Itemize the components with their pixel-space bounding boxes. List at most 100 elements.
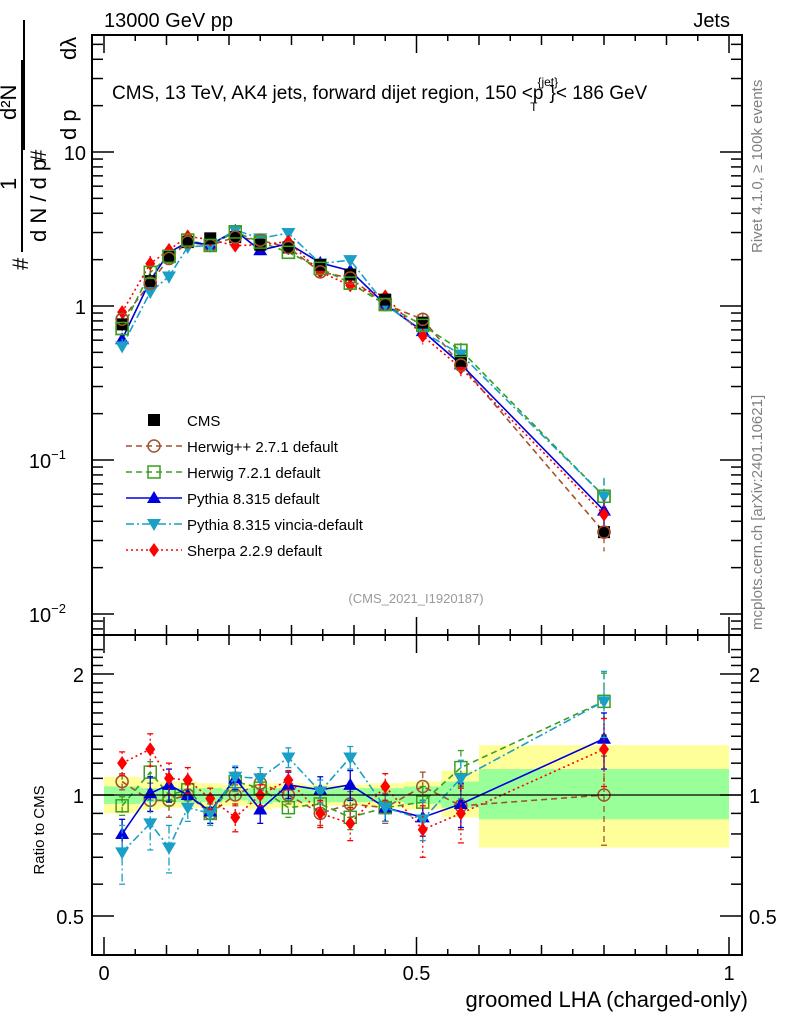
marker-triangle-down	[115, 847, 130, 860]
marker-triangle-down	[203, 808, 218, 821]
legend-label: Pythia 8.315 vincia-default	[187, 517, 364, 534]
series-layer	[115, 223, 611, 885]
marker-triangle-up	[147, 491, 161, 503]
marker-diamond	[599, 742, 609, 757]
marker-open-square	[115, 799, 129, 813]
marker-open-square	[343, 276, 357, 290]
marker-diamond	[417, 328, 428, 343]
marker-open-square	[281, 245, 296, 260]
header-right: Jets	[693, 10, 730, 32]
marker-open-circle	[597, 525, 611, 539]
x-tick-label: 1	[723, 963, 734, 985]
marker-diamond	[345, 816, 356, 831]
y-axis-label: # 1 d N / d p # d²N d p dλ	[0, 20, 81, 270]
marker-diamond	[182, 772, 193, 787]
marker-triangle-down	[228, 771, 243, 784]
mcplots-label: mcplots.cern.ch [arXiv:2401.10621]	[749, 395, 766, 630]
series-line-ratio	[121, 700, 605, 853]
marker-open-square	[115, 321, 129, 336]
header-left: 13000 GeV pp	[104, 10, 233, 32]
marker-diamond	[145, 742, 156, 757]
marker-triangle-down	[253, 773, 268, 786]
ratio-tick-label-right: 2	[749, 665, 760, 687]
legend-item	[126, 491, 182, 503]
marker-diamond	[117, 305, 128, 320]
marker-open-circle	[147, 439, 161, 453]
ratio-tick-label-left: 1	[73, 786, 84, 808]
series-line-main	[121, 229, 605, 497]
ratio-tick-label-right: 1	[749, 786, 760, 808]
marker-triangle-down	[180, 802, 195, 815]
series-cms-data	[115, 225, 611, 539]
marker-diamond	[283, 772, 294, 787]
legend-item	[126, 465, 182, 479]
series-line-main	[121, 236, 605, 533]
ratio-y-label: Ratio to CMS	[31, 785, 48, 874]
marker-triangle-down	[313, 786, 328, 799]
x-axis-label: groomed LHA (charged-only)	[466, 987, 748, 1012]
legend-label: CMS	[187, 413, 220, 430]
marker-triangle-up	[253, 802, 268, 815]
marker-open-square	[228, 225, 242, 239]
plot-title: CMS, 13 TeV, AK4 jets, forward dijet reg…	[112, 75, 648, 114]
marker-open-square	[181, 233, 195, 247]
marker-open-square	[253, 235, 267, 249]
ylabel-hash2: #	[26, 149, 51, 162]
analysis-tag: (CMS_2021_I1920187)	[348, 591, 483, 606]
marker-open-circle	[454, 358, 468, 372]
marker-triangle-down	[281, 752, 296, 765]
data-point	[454, 354, 467, 367]
ylabel-hash1: #	[8, 257, 33, 270]
y-tick-label: 1	[75, 297, 86, 319]
marker-open-square	[597, 489, 611, 504]
marker-open-circle	[115, 312, 129, 326]
marker-open-circle	[143, 276, 157, 290]
marker-diamond	[117, 756, 128, 771]
data-point	[282, 241, 295, 254]
y-tick-exponent: −1	[51, 447, 66, 462]
data-point	[181, 236, 194, 249]
data-point	[204, 232, 217, 245]
legend: CMS Herwig++ 2.7.1 default Herwig 7.2.1 de…	[126, 413, 364, 560]
marker-open-square	[313, 261, 327, 276]
data-point	[598, 526, 610, 539]
marker-diamond	[380, 779, 391, 794]
marker-triangle-down	[415, 814, 430, 827]
plot-title-sup: {jet}	[537, 75, 558, 89]
data-point	[116, 318, 129, 331]
rivet-label: Rivet 4.1.0, ≥ 100k events	[749, 80, 766, 253]
marker-triangle-down	[143, 818, 158, 831]
marker-open-square	[143, 265, 157, 280]
legend-item	[126, 439, 182, 453]
marker-triangle-down	[147, 519, 161, 531]
marker-triangle-down	[597, 491, 611, 504]
marker-open-square	[162, 249, 176, 264]
legend-item	[126, 543, 182, 557]
marker-triangle-up	[453, 796, 468, 809]
legend-label: Sherpa 2.2.9 default	[187, 543, 323, 560]
marker-triangle-down	[453, 773, 468, 786]
tick-labels: 0 0.5 1 10 1 10−1 10−2 2 2 1 1 0.5 0.5	[29, 143, 777, 985]
series-line-main	[121, 231, 605, 497]
marker-diamond	[149, 543, 159, 557]
data-point	[229, 231, 242, 244]
data-point	[314, 258, 327, 271]
marker-diamond	[230, 810, 241, 825]
marker-triangle-up	[343, 777, 358, 790]
marker-triangle-down	[162, 271, 176, 284]
plot-title-sub: T	[530, 100, 538, 114]
marker-open-square	[416, 318, 430, 333]
marker-diamond	[417, 822, 428, 837]
marker-diamond	[315, 806, 326, 821]
marker-diamond	[455, 806, 466, 821]
marker-triangle-down	[281, 228, 296, 241]
plot-title-main: CMS, 13 TeV, AK4 jets, forward dijet reg…	[112, 83, 543, 104]
marker-triangle-down	[343, 255, 358, 268]
plot-title-tail: }< 186 GeV	[550, 83, 648, 104]
ylabel-dl: dλ	[56, 37, 81, 60]
legend-item	[126, 519, 182, 531]
marker-triangle-down	[162, 842, 176, 855]
ratio-tick-label-left: 0.5	[56, 907, 84, 929]
marker-open-square	[281, 800, 296, 815]
